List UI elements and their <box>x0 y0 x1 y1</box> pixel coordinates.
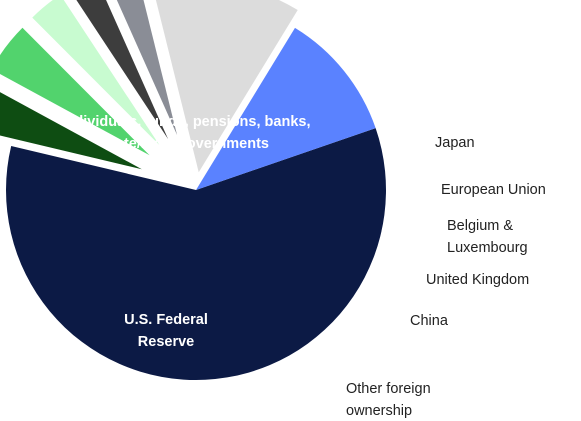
slice-label-line: Luxembourg <box>447 240 528 256</box>
pie-slice-3 <box>32 0 160 146</box>
slice-label-3: Belgium & Luxembourg <box>447 218 528 256</box>
slice-label-0: Individuals, funds, pensions, banks, stat… <box>62 114 311 152</box>
pie-slice-6 <box>155 0 298 173</box>
slice-label-line: European Union <box>441 182 546 198</box>
pie-slice-1 <box>0 92 142 170</box>
slice-label-line: Japan <box>435 135 475 151</box>
slice-label-2: European Union <box>441 182 546 198</box>
slice-label-5: China <box>410 313 449 329</box>
pie-slice-7 <box>196 27 376 190</box>
slice-label-line: ownership <box>346 403 412 419</box>
slice-label-4: United Kingdom <box>426 272 529 288</box>
slice-label-line: China <box>410 313 449 329</box>
slice-label-6: Other foreign ownership <box>346 381 431 419</box>
slice-label-line: state/local governments <box>103 136 269 152</box>
pie-slice-0 <box>5 128 386 380</box>
slice-label-1: Japan <box>435 135 475 151</box>
pie-slice-4 <box>76 0 169 140</box>
slice-label-line: Other foreign <box>346 381 431 397</box>
slice-label-line: Individuals, funds, pensions, banks, <box>62 114 311 130</box>
slice-label-line: United Kingdom <box>426 272 529 288</box>
slice-label-line: U.S. Federal <box>124 312 208 328</box>
slice-label-7: U.S. Federal Reserve <box>124 312 208 350</box>
pie-slice-2 <box>0 27 150 156</box>
slice-label-line: Reserve <box>138 334 194 350</box>
slice-label-line: Belgium & <box>447 218 513 234</box>
pie-slice-5 <box>116 0 178 136</box>
